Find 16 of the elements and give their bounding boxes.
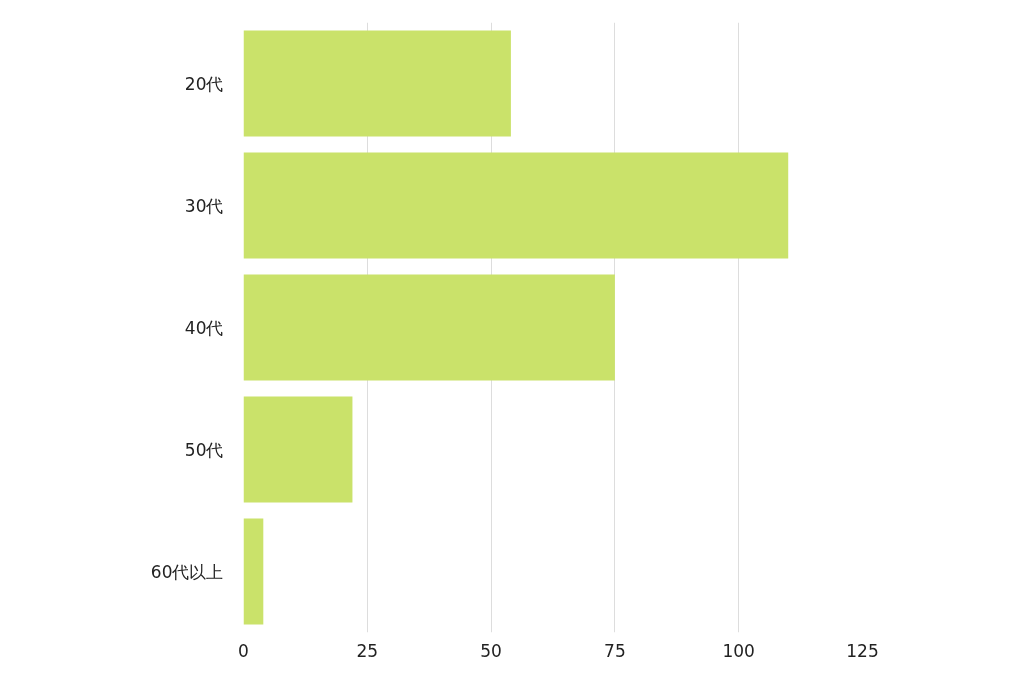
x-tick-label: 0 [238, 640, 249, 661]
bar [243, 274, 615, 381]
y-tick-label: 30代 [184, 195, 224, 216]
bar [243, 518, 264, 625]
x-tick-label: 100 [722, 640, 755, 661]
x-tick-label: 75 [604, 640, 626, 661]
y-tick-label: 20代 [184, 73, 224, 94]
x-tick-label: 25 [356, 640, 379, 661]
y-tick-label: 50代 [184, 439, 224, 460]
y-tick-label: 60代以上 [150, 561, 224, 582]
bar [243, 396, 353, 503]
bar [243, 30, 511, 137]
x-tick-label: 50 [480, 640, 502, 661]
y-tick-label: 40代 [184, 317, 224, 338]
x-tick-label: 125 [846, 640, 879, 661]
bar [243, 152, 789, 259]
